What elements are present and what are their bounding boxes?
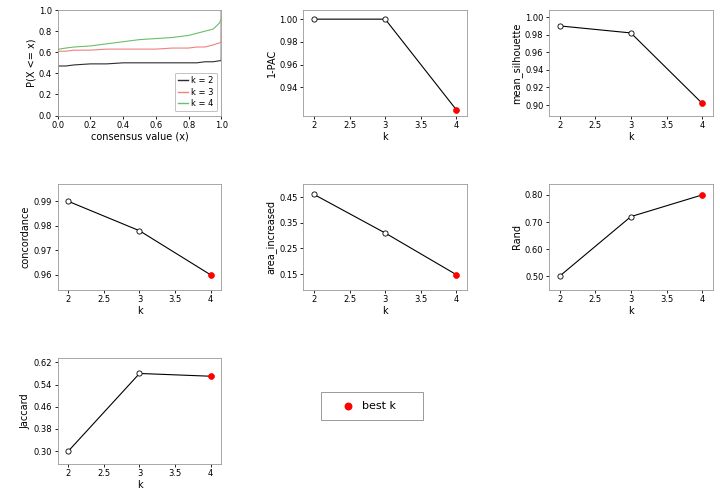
Point (379, 229, 391, 237)
X-axis label: k: k (137, 305, 143, 316)
X-axis label: k: k (382, 132, 388, 142)
Y-axis label: Rand: Rand (512, 224, 522, 249)
Point (308, 15, 320, 23)
Point (451, 106, 462, 114)
Point (379, 15, 391, 23)
Point (134, 369, 145, 377)
Point (625, 29, 636, 37)
Legend: k = 2, k = 3, k = 4: k = 2, k = 3, k = 4 (175, 73, 217, 111)
X-axis label: k: k (137, 480, 143, 489)
X-axis label: consensus value (x): consensus value (x) (91, 132, 189, 142)
Y-axis label: 1-PAC: 1-PAC (266, 49, 276, 77)
Point (205, 372, 217, 380)
Y-axis label: area_increased: area_increased (266, 200, 276, 274)
Point (554, 22, 565, 30)
X-axis label: k: k (628, 305, 634, 316)
Point (134, 227, 145, 235)
X-axis label: k: k (628, 132, 634, 142)
Point (554, 272, 565, 280)
Y-axis label: concordance: concordance (21, 206, 31, 268)
Y-axis label: Jaccard: Jaccard (21, 393, 31, 429)
Point (451, 271, 462, 279)
X-axis label: k: k (382, 305, 388, 316)
FancyBboxPatch shape (321, 392, 423, 420)
Point (205, 271, 217, 279)
Text: best k: best k (362, 401, 396, 411)
Point (342, 402, 354, 410)
Point (63, 197, 74, 205)
Point (696, 191, 708, 199)
Y-axis label: P(X <= x): P(X <= x) (26, 39, 36, 87)
Y-axis label: mean_silhouette: mean_silhouette (511, 22, 522, 103)
Point (625, 213, 636, 221)
Point (696, 99, 708, 107)
Point (308, 191, 320, 199)
Point (63, 447, 74, 455)
